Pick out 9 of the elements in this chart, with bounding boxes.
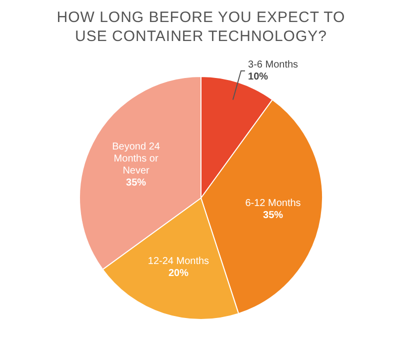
data-label: 35% (126, 178, 146, 189)
slice-label: 3-6 Months (248, 60, 298, 71)
data-label: 20% (168, 268, 189, 280)
slice-label: 12-24 Months (148, 256, 210, 268)
data-label: 10% (248, 72, 268, 83)
slice-label: Beyond 24 Months or Never (112, 142, 160, 177)
chart-title: HOW LONG BEFORE YOU EXPECT TO USE CONTAINER TECHNOLOGY? (56, 8, 346, 46)
slice-label: 6-12 Months (245, 198, 301, 210)
data-label: 35% (262, 210, 284, 222)
